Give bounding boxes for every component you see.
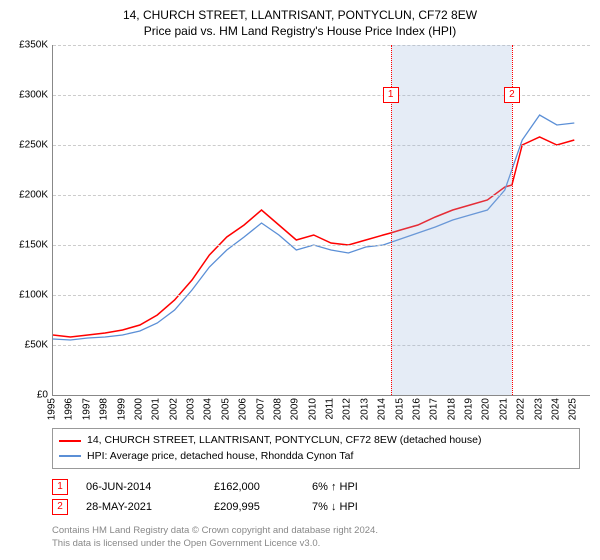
- x-tick-label: 1995: [47, 398, 58, 420]
- title-line-2: Price paid vs. HM Land Registry's House …: [10, 24, 590, 40]
- x-tick-label: 2017: [429, 398, 440, 420]
- transaction-delta: 6% ↑ HPI: [312, 481, 402, 493]
- x-tick-label: 2022: [516, 398, 527, 420]
- y-tick-label: £100K: [19, 290, 48, 301]
- x-tick-label: 2004: [203, 398, 214, 420]
- x-tick-label: 1999: [116, 398, 127, 420]
- y-tick-label: £350K: [19, 40, 48, 51]
- legend-row: HPI: Average price, detached house, Rhon…: [59, 449, 573, 465]
- x-tick-label: 2001: [151, 398, 162, 420]
- transaction-marker: 2: [52, 499, 68, 515]
- title-line-1: 14, CHURCH STREET, LLANTRISANT, PONTYCLU…: [10, 8, 590, 24]
- x-tick-label: 2015: [394, 398, 405, 420]
- legend: 14, CHURCH STREET, LLANTRISANT, PONTYCLU…: [52, 428, 580, 470]
- y-tick-label: £250K: [19, 140, 48, 151]
- transaction-date: 28-MAY-2021: [86, 501, 196, 513]
- x-tick-label: 2000: [133, 398, 144, 420]
- x-tick-label: 2018: [446, 398, 457, 420]
- x-tick-label: 2009: [290, 398, 301, 420]
- x-axis: 1995199619971998199920002001200220032004…: [52, 396, 582, 424]
- transaction-delta: 7% ↓ HPI: [312, 501, 402, 513]
- transaction-marker: 1: [52, 479, 68, 495]
- x-tick-label: 2023: [533, 398, 544, 420]
- marker-box: 2: [504, 87, 520, 103]
- transaction-row: 2 28-MAY-2021 £209,995 7% ↓ HPI: [52, 497, 580, 517]
- transaction-price: £162,000: [214, 481, 294, 493]
- transactions-table: 1 06-JUN-2014 £162,000 6% ↑ HPI 2 28-MAY-2021…: [52, 477, 580, 517]
- legend-swatch: [59, 455, 81, 457]
- transaction-date: 06-JUN-2014: [86, 481, 196, 493]
- x-tick-label: 2020: [481, 398, 492, 420]
- y-tick-label: £50K: [25, 340, 48, 351]
- legend-label: 14, CHURCH STREET, LLANTRISANT, PONTYCLU…: [87, 433, 481, 449]
- x-tick-label: 2008: [272, 398, 283, 420]
- footer-line-1: Contains HM Land Registry data © Crown c…: [52, 525, 580, 537]
- transaction-price: £209,995: [214, 501, 294, 513]
- x-tick-label: 1997: [81, 398, 92, 420]
- y-tick-label: £300K: [19, 90, 48, 101]
- chart-titles: 14, CHURCH STREET, LLANTRISANT, PONTYCLU…: [10, 8, 590, 39]
- plot-area: 12: [52, 45, 590, 396]
- y-tick-label: £150K: [19, 240, 48, 251]
- x-tick-label: 1998: [99, 398, 110, 420]
- chart-area: £0£50K£100K£150K£200K£250K£300K£350K 12: [10, 45, 590, 396]
- y-tick-label: £200K: [19, 190, 48, 201]
- x-tick-label: 2002: [168, 398, 179, 420]
- x-tick-label: 2006: [238, 398, 249, 420]
- chart-container: 14, CHURCH STREET, LLANTRISANT, PONTYCLU…: [0, 0, 600, 560]
- x-tick-label: 2013: [359, 398, 370, 420]
- x-tick-label: 2024: [550, 398, 561, 420]
- legend-label: HPI: Average price, detached house, Rhon…: [87, 449, 353, 465]
- x-tick-label: 2007: [255, 398, 266, 420]
- x-tick-label: 2019: [464, 398, 475, 420]
- x-tick-label: 2005: [220, 398, 231, 420]
- y-axis: £0£50K£100K£150K£200K£250K£300K£350K: [10, 45, 52, 395]
- x-tick-label: 2025: [568, 398, 579, 420]
- x-tick-label: 2003: [186, 398, 197, 420]
- shaded-band: [391, 45, 512, 395]
- legend-row: 14, CHURCH STREET, LLANTRISANT, PONTYCLU…: [59, 433, 573, 449]
- x-tick-label: 2021: [498, 398, 509, 420]
- x-tick-label: 2014: [377, 398, 388, 420]
- x-tick-label: 2011: [325, 398, 336, 420]
- legend-swatch: [59, 440, 81, 442]
- x-tick-label: 1996: [64, 398, 75, 420]
- x-tick-label: 2012: [342, 398, 353, 420]
- transaction-row: 1 06-JUN-2014 £162,000 6% ↑ HPI: [52, 477, 580, 497]
- x-tick-label: 2010: [307, 398, 318, 420]
- footer: Contains HM Land Registry data © Crown c…: [52, 525, 580, 550]
- x-tick-label: 2016: [411, 398, 422, 420]
- marker-box: 1: [383, 87, 399, 103]
- footer-line-2: This data is licensed under the Open Gov…: [52, 538, 580, 550]
